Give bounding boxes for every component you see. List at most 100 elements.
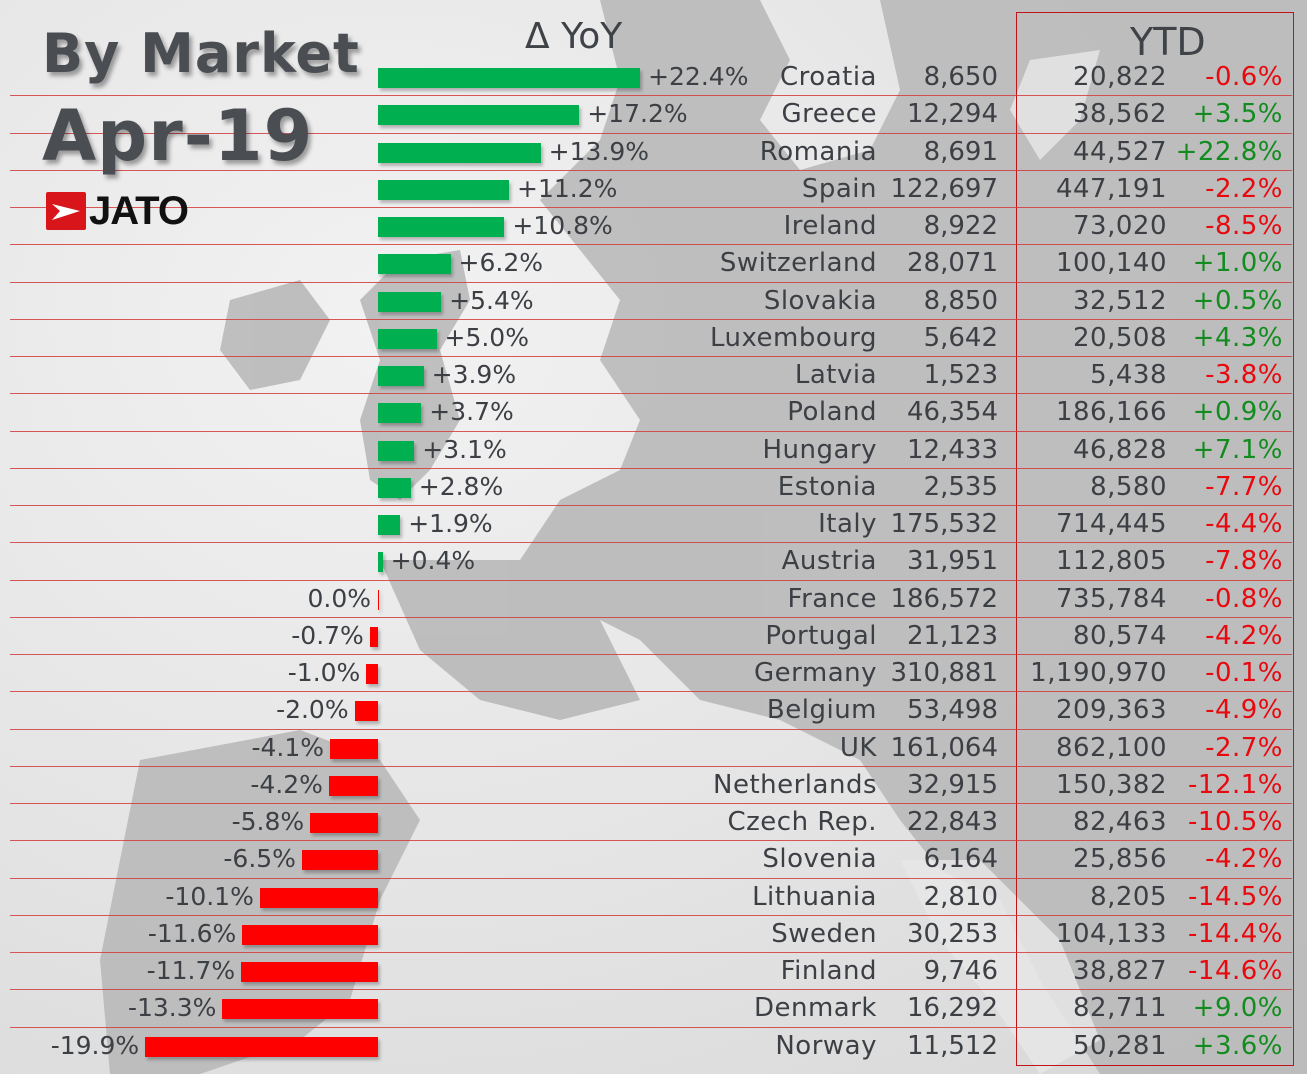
positive-bar (378, 403, 422, 424)
ytd-change: -3.8% (1205, 360, 1283, 390)
negative-bar (301, 850, 378, 871)
country-name: France (787, 583, 877, 614)
row-divider (10, 803, 1292, 804)
country-name: Netherlands (713, 769, 877, 800)
monthly-units: 310,881 (890, 658, 998, 688)
positive-bar (378, 440, 415, 461)
ytd-units: 38,562 (1073, 99, 1167, 130)
monthly-units: 21,123 (907, 620, 998, 651)
monthly-units: 1,523 (923, 360, 998, 390)
row-divider (10, 281, 1292, 283)
monthly-units: 2,535 (923, 471, 998, 502)
positive-bar (378, 179, 510, 200)
monthly-units: 46,354 (907, 397, 998, 428)
ytd-change: +3.6% (1192, 1030, 1283, 1061)
row-divider (10, 654, 1292, 655)
monthly-units: 5,642 (923, 322, 998, 353)
table-row: 0.0% France 186,572 735,784 -0.8% (0, 582, 1307, 619)
monthly-units: 16,292 (907, 993, 998, 1024)
monthly-units: 32,915 (907, 769, 998, 800)
ytd-change: -4.2% (1205, 844, 1283, 875)
table-row: -19.9% Norway 11,512 50,281 +3.6% (0, 1029, 1307, 1066)
ytd-units: 186,166 (1055, 397, 1167, 428)
country-name: Germany (753, 658, 877, 688)
positive-bar (378, 515, 401, 535)
yoy-label: -5.8% (231, 807, 305, 836)
row-divider (10, 728, 1292, 730)
table-row: +1.9% Italy 175,532 714,445 -4.4% (0, 507, 1307, 544)
table-row: +2.8% Estonia 2,535 8,580 -7.7% (0, 470, 1307, 507)
row-divider (10, 393, 1292, 395)
country-name: Poland (787, 397, 877, 428)
yoy-label: -13.3% (127, 993, 217, 1023)
country-name: Latvia (794, 360, 877, 390)
row-divider (10, 318, 1292, 320)
country-name: Croatia (780, 62, 877, 92)
yoy-label: +13.9% (548, 136, 649, 166)
country-name: Denmark (753, 993, 877, 1024)
table-row: +17.2% Greece 12,294 38,562 +3.5% (0, 97, 1307, 134)
yoy-column-header: Δ YoY (525, 16, 623, 57)
row-divider (10, 132, 1292, 134)
yoy-label: -1.0% (287, 658, 361, 687)
ytd-units: 735,784 (1055, 583, 1167, 614)
ytd-units: 862,100 (1055, 732, 1167, 763)
yoy-label: -2.0% (276, 695, 349, 725)
ytd-units: 20,822 (1073, 62, 1167, 92)
country-name: Spain (801, 173, 877, 204)
ytd-change: +4.3% (1192, 322, 1283, 353)
negative-bar (259, 887, 378, 908)
row-divider (10, 430, 1292, 432)
country-name: Slovenia (762, 844, 877, 875)
ytd-units: 447,191 (1055, 173, 1167, 204)
ytd-change: +0.9% (1192, 397, 1283, 428)
country-name: Norway (775, 1030, 877, 1061)
ytd-change: -4.4% (1205, 509, 1283, 539)
monthly-units: 6,164 (923, 844, 998, 875)
monthly-units: 11,512 (907, 1030, 998, 1061)
negative-bar (241, 962, 378, 982)
yoy-label: -0.7% (291, 620, 364, 650)
monthly-units: 186,572 (890, 583, 998, 614)
country-name: Austria (781, 546, 877, 577)
yoy-label: +10.8% (512, 211, 613, 240)
positive-bar (378, 291, 442, 312)
negative-bar (369, 626, 378, 647)
row-divider (10, 207, 1292, 208)
positive-bar (378, 589, 379, 610)
ytd-units: 82,711 (1073, 993, 1167, 1024)
monthly-units: 2,810 (923, 881, 998, 912)
yoy-label: -4.1% (251, 732, 325, 762)
country-name: Portugal (765, 620, 877, 651)
yoy-label: +1.9% (408, 509, 493, 538)
yoy-label: +3.9% (431, 360, 517, 389)
ytd-change: -2.2% (1205, 173, 1283, 204)
monthly-units: 122,697 (890, 173, 998, 204)
negative-bar (328, 775, 378, 796)
positive-bar (378, 366, 424, 386)
row-divider (10, 542, 1292, 544)
yoy-label: -11.7% (146, 956, 236, 985)
yoy-label: +3.7% (429, 397, 514, 427)
ytd-change: +7.1% (1192, 434, 1283, 465)
country-name: Sweden (771, 918, 877, 949)
row-divider (10, 952, 1292, 953)
ytd-change: -12.1% (1188, 769, 1283, 800)
monthly-units: 9,746 (923, 956, 998, 986)
table-row: +6.2% Switzerland 28,071 100,140 +1.0% (0, 246, 1307, 283)
ytd-units: 82,463 (1073, 807, 1167, 837)
row-divider (10, 616, 1292, 618)
row-divider (10, 467, 1292, 469)
ytd-change: -0.8% (1205, 583, 1283, 614)
table-row: +3.1% Hungary 12,433 46,828 +7.1% (0, 433, 1307, 470)
country-name: Greece (781, 99, 877, 130)
row-divider (10, 1026, 1292, 1028)
table-row: -1.0% Germany 310,881 1,190,970 -0.1% (0, 656, 1307, 693)
ytd-column-header: YTD (1130, 20, 1206, 64)
table-row: +22.4% Croatia 8,650 20,822 -0.6% (0, 60, 1307, 97)
table-row: +5.0% Luxembourg 5,642 20,508 +4.3% (0, 321, 1307, 358)
country-name: Luxembourg (709, 322, 877, 353)
jato-arrow-icon (46, 192, 86, 230)
monthly-units: 28,071 (907, 248, 998, 279)
ytd-units: 104,133 (1055, 918, 1167, 949)
